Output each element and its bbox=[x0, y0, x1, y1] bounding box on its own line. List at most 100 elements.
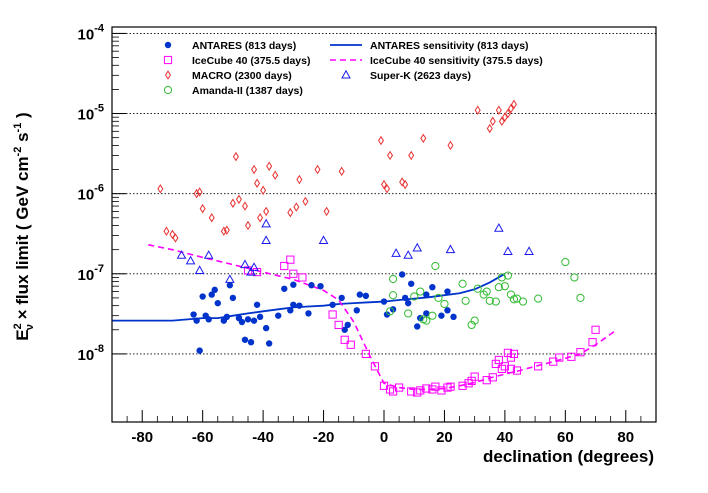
data-point bbox=[518, 297, 528, 306]
data-point bbox=[353, 307, 360, 314]
data-point bbox=[482, 287, 491, 296]
data-point bbox=[420, 133, 427, 144]
data-point bbox=[414, 323, 421, 330]
data-point bbox=[275, 312, 282, 319]
data-point bbox=[479, 290, 488, 299]
series-2 bbox=[157, 99, 517, 243]
data-point bbox=[346, 340, 355, 349]
data-point bbox=[387, 150, 394, 161]
legend-entry: ANTARES (813 days) bbox=[164, 40, 296, 52]
legend-label: IceCube 40 (375.5 days) bbox=[192, 55, 310, 67]
data-point bbox=[403, 250, 414, 259]
data-point bbox=[567, 352, 576, 361]
data-point bbox=[440, 299, 449, 309]
data-point bbox=[385, 307, 395, 316]
data-point bbox=[265, 340, 273, 347]
data-point bbox=[412, 242, 423, 252]
legend-label: IceCube 40 sensitivity (375.5 days) bbox=[370, 55, 543, 67]
data-point bbox=[576, 348, 585, 357]
data-point bbox=[500, 282, 509, 291]
x-tick-label: 0 bbox=[380, 429, 388, 446]
data-point bbox=[251, 164, 258, 175]
data-point bbox=[250, 317, 258, 324]
data-point bbox=[241, 201, 248, 211]
axes: -80 -60 -40 -20 0 20 40 60 80 10-8 10-7 10-6 10-5 10-… bbox=[78, 22, 657, 446]
data-point bbox=[193, 317, 200, 324]
data-point bbox=[470, 316, 479, 325]
legend-entry: ANTARES sensitivity (813 days) bbox=[330, 40, 529, 52]
data-point bbox=[229, 294, 237, 302]
data-point bbox=[203, 250, 214, 259]
data-point bbox=[534, 362, 543, 371]
data-point bbox=[489, 116, 496, 127]
y-tick-label: 10-5 bbox=[78, 103, 104, 124]
data-point bbox=[314, 164, 321, 175]
data-point bbox=[232, 151, 239, 162]
data-point bbox=[211, 286, 218, 294]
data-point bbox=[308, 282, 315, 289]
data-point bbox=[570, 273, 579, 282]
data-point bbox=[391, 248, 401, 257]
data-point bbox=[443, 383, 452, 392]
data-point bbox=[494, 283, 503, 292]
data-point bbox=[437, 386, 446, 395]
data-point bbox=[509, 349, 519, 358]
data-point bbox=[503, 348, 513, 357]
data-point bbox=[444, 307, 451, 314]
data-point bbox=[341, 326, 348, 333]
data-point bbox=[266, 161, 273, 171]
data-point bbox=[338, 294, 345, 302]
data-point bbox=[254, 178, 261, 188]
data-point bbox=[408, 150, 415, 161]
data-point bbox=[240, 259, 250, 269]
data-point bbox=[238, 318, 246, 326]
x-tick-label: -40 bbox=[252, 429, 274, 446]
data-point bbox=[261, 218, 271, 228]
data-point bbox=[220, 226, 227, 236]
legend-marker-swatch bbox=[163, 55, 173, 65]
x-tick-label: 80 bbox=[617, 429, 634, 446]
data-point bbox=[485, 296, 494, 305]
data-point bbox=[223, 225, 230, 235]
data-point bbox=[388, 274, 398, 284]
legend-label: ANTARES sensitivity (813 days) bbox=[370, 40, 529, 52]
legend-label: Super-K (2623 days) bbox=[370, 70, 471, 82]
data-point bbox=[361, 349, 370, 358]
data-point bbox=[444, 288, 451, 295]
data-point bbox=[423, 291, 430, 298]
data-point bbox=[445, 244, 456, 254]
data-point bbox=[438, 312, 445, 319]
data-point bbox=[253, 301, 261, 308]
legend-label: Amanda-II (1387 days) bbox=[192, 85, 303, 97]
data-point bbox=[377, 135, 384, 146]
data-point bbox=[474, 105, 481, 115]
data-point bbox=[334, 320, 343, 330]
data-point bbox=[323, 206, 330, 217]
data-point bbox=[497, 364, 506, 373]
data-point bbox=[356, 291, 364, 298]
data-point bbox=[256, 313, 264, 321]
x-tick-label: 60 bbox=[557, 429, 574, 446]
data-point bbox=[205, 316, 212, 323]
y-tick-label: 10-8 bbox=[78, 343, 104, 364]
data-point bbox=[199, 203, 206, 214]
data-point bbox=[422, 316, 431, 325]
data-point bbox=[247, 338, 255, 346]
data-point bbox=[401, 294, 409, 302]
data-point bbox=[416, 287, 425, 296]
data-point bbox=[287, 307, 294, 314]
data-point bbox=[467, 320, 476, 330]
data-point bbox=[461, 296, 470, 305]
data-point bbox=[229, 198, 236, 208]
data-point bbox=[446, 382, 455, 391]
data-point bbox=[473, 284, 482, 293]
data-point bbox=[318, 235, 329, 245]
data-point bbox=[370, 362, 380, 371]
data-point bbox=[491, 297, 500, 306]
data-point bbox=[402, 179, 409, 190]
data-point bbox=[317, 282, 324, 290]
data-point bbox=[340, 335, 349, 344]
data-point bbox=[500, 362, 509, 371]
data-point bbox=[193, 188, 200, 199]
